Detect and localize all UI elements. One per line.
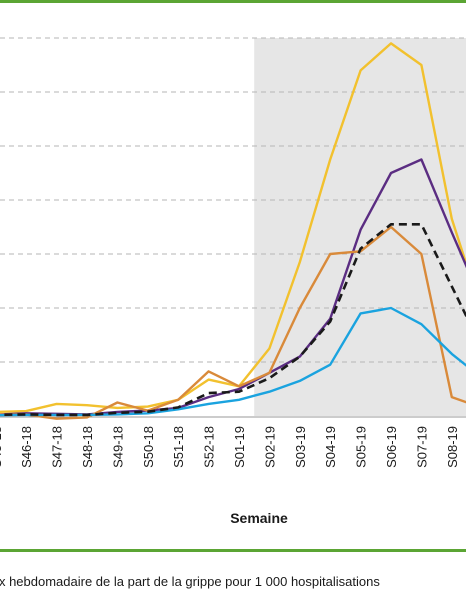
x-tick-label: S08-19 [445,426,460,468]
caption-text: Taux hebdomadaire de la part de la gripp… [0,574,380,589]
series-layer [0,42,466,420]
bottom-border [0,549,466,552]
x-tick-label: S04-19 [323,426,338,468]
x-tick-label: S05-19 [354,426,369,468]
x-tick-label: S03-19 [293,426,308,468]
x-axis-label: Semaine [230,510,288,526]
x-tick-label: S06-19 [384,426,399,468]
series-line-1 [0,42,466,413]
x-tick-label: S46-18 [19,426,34,468]
shaded-period [254,38,466,416]
x-tick-label: S47-18 [50,426,65,468]
x-tick-labels: S45-18 S46-18 S47-18 S48-18 S49-18 S50-18 S51-… [0,426,460,468]
x-tick-label: S45-18 [0,426,4,468]
line-chart: S45-18 S46-18 S47-18 S48-18 S49-18 S50-18 S51-… [0,37,466,468]
top-border [0,0,466,3]
x-tick-label: S07-19 [414,426,429,468]
x-tick-label: S52-18 [202,426,217,468]
series-line-5 [0,223,466,417]
series-line-3 [0,225,466,420]
series-line-4 [0,306,466,417]
x-tick-label: S01-19 [232,426,247,468]
x-tick-label: S49-18 [110,426,125,468]
x-tick-label: S02-19 [262,426,277,468]
x-tick-label: S48-18 [80,426,95,468]
x-tick-label: S50-18 [141,426,156,468]
x-tick-label: S51-18 [171,426,186,468]
chart-caption: Taux hebdomadaire de la part de la gripp… [0,574,466,589]
